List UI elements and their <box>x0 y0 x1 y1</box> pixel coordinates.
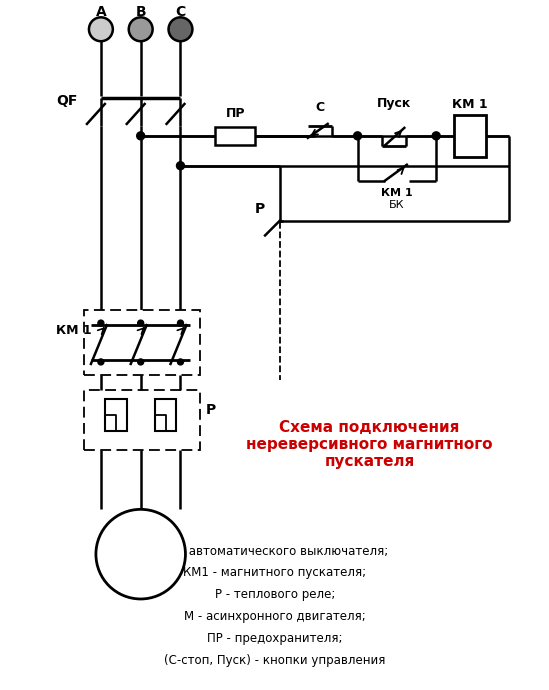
Text: Схема подключения
нереверсивного магнитного
пускателя: Схема подключения нереверсивного магнитн… <box>247 420 493 469</box>
Text: Р: Р <box>205 403 216 417</box>
Circle shape <box>432 132 440 140</box>
Circle shape <box>98 359 104 365</box>
Circle shape <box>129 17 153 41</box>
Text: КМ1 - магнитного пускателя;: КМ1 - магнитного пускателя; <box>183 566 367 579</box>
Text: ПР - предохранителя;: ПР - предохранителя; <box>207 632 343 645</box>
Circle shape <box>137 132 144 140</box>
Text: (С-стоп, Пуск) - кнопки управления: (С-стоп, Пуск) - кнопки управления <box>164 653 386 667</box>
Text: КМ 1: КМ 1 <box>381 188 413 197</box>
Circle shape <box>96 509 186 599</box>
Circle shape <box>138 320 144 326</box>
Bar <box>84 310 200 375</box>
Text: М - асинхронного двигателя;: М - асинхронного двигателя; <box>184 610 366 623</box>
Text: B: B <box>136 6 146 19</box>
Circle shape <box>177 320 183 326</box>
Circle shape <box>169 17 192 41</box>
Circle shape <box>176 161 184 170</box>
Bar <box>215 127 255 145</box>
Bar <box>454 115 486 157</box>
Text: М: М <box>130 544 152 564</box>
Bar <box>155 399 176 431</box>
Text: Р - теплового реле;: Р - теплового реле; <box>215 588 335 601</box>
Text: С: С <box>315 101 324 114</box>
Bar <box>105 399 127 431</box>
Circle shape <box>89 17 113 41</box>
Text: БК: БК <box>389 199 405 210</box>
Text: Р: Р <box>255 201 265 215</box>
Text: КМ 1: КМ 1 <box>452 99 488 112</box>
Circle shape <box>138 359 144 365</box>
Text: QF: QF <box>56 94 77 108</box>
Text: QF - автоматического выключателя;: QF - автоматического выключателя; <box>161 544 389 558</box>
Text: Пуск: Пуск <box>377 97 412 110</box>
Circle shape <box>354 132 362 140</box>
Bar <box>84 390 200 450</box>
Circle shape <box>98 320 104 326</box>
Circle shape <box>177 359 183 365</box>
Text: C: C <box>175 6 186 19</box>
Text: ПР: ПР <box>226 108 245 121</box>
Text: A: A <box>96 6 107 19</box>
Text: КМ 1: КМ 1 <box>56 324 92 337</box>
